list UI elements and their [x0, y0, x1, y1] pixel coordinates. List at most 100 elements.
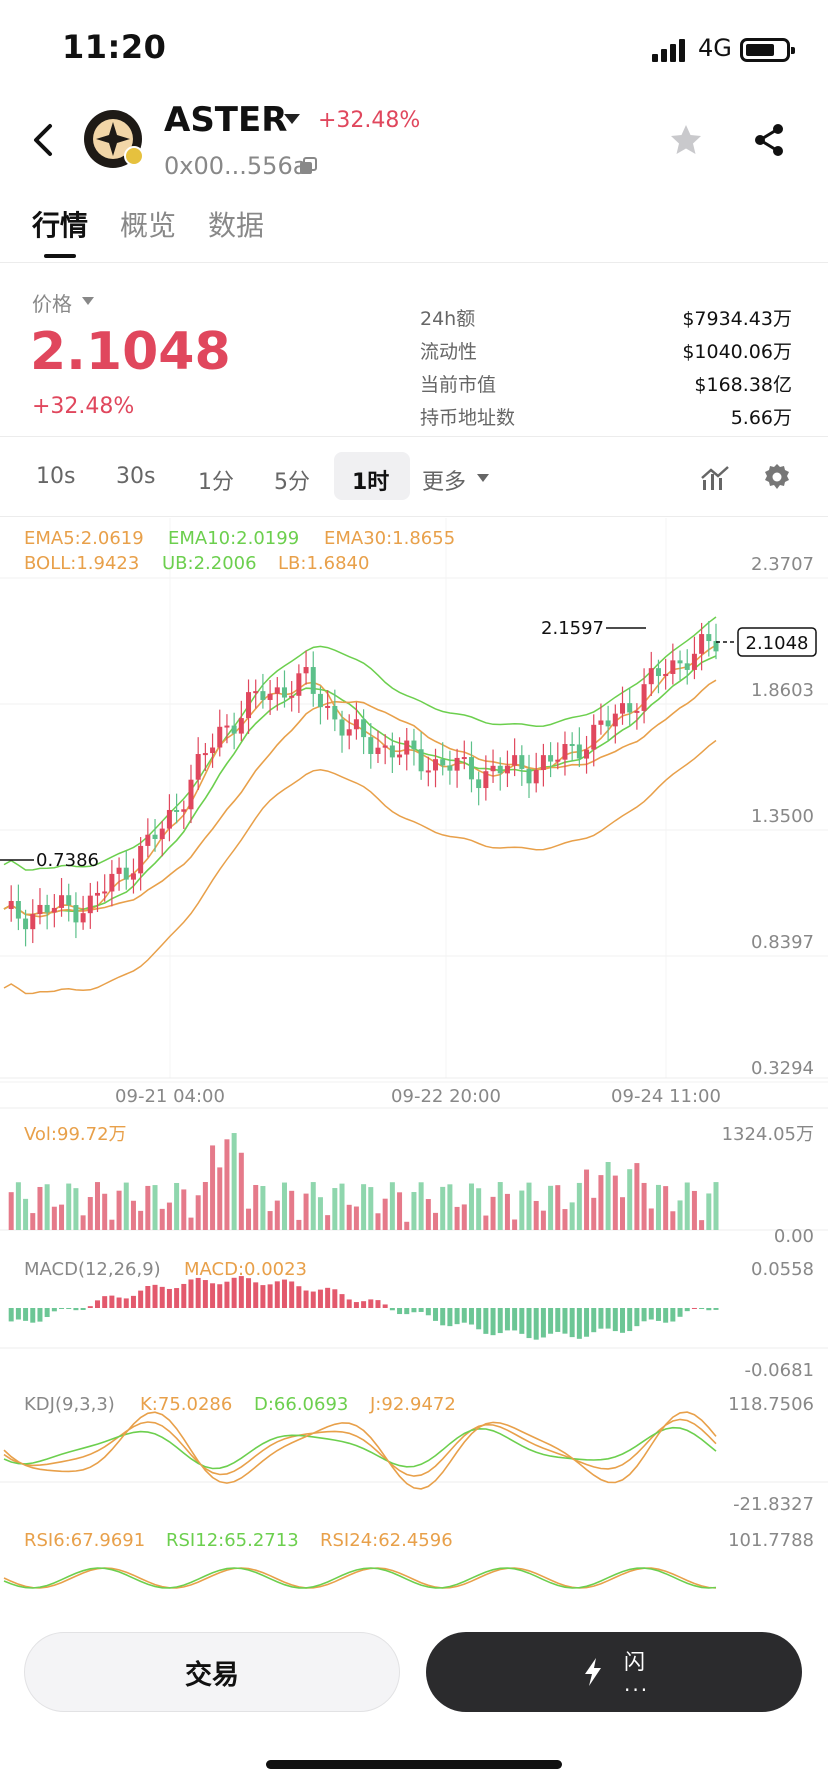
tab-data[interactable]: 数据 — [208, 209, 265, 242]
candle-body — [684, 663, 690, 670]
macd-bar — [691, 1307, 697, 1309]
x-tick: 09-22 20:00 — [391, 1086, 501, 1107]
volume-bar — [310, 1182, 316, 1230]
candle-body — [677, 660, 683, 664]
macd-bar — [368, 1299, 374, 1308]
rsi12-line — [3, 1567, 717, 1589]
aster-logo-icon — [93, 119, 133, 159]
candle-body — [317, 693, 323, 708]
candle-body — [605, 720, 611, 727]
macd-bar — [382, 1304, 388, 1308]
price-chart[interactable]: EMA5:2.0619 EMA10:2.0199 EMA30:1.8655 BO… — [0, 518, 828, 1590]
tab-market[interactable]: 行情 — [32, 209, 89, 242]
macd-bar — [253, 1282, 259, 1308]
macd-bar — [397, 1308, 403, 1315]
interval-30s[interactable]: 30s — [116, 464, 156, 489]
macd-bar — [468, 1308, 474, 1325]
candle-body — [411, 740, 417, 750]
volume-bar — [224, 1139, 230, 1230]
indicator-icon[interactable] — [700, 464, 730, 492]
volume-bar — [411, 1192, 417, 1230]
macd-bar — [562, 1308, 568, 1334]
volume-bar — [325, 1215, 331, 1230]
ema5-line — [3, 644, 717, 918]
candle-body — [102, 891, 108, 894]
volume-bar — [569, 1202, 575, 1230]
candle-body — [123, 867, 129, 880]
macd-bar — [655, 1308, 661, 1321]
volume-bar — [555, 1185, 561, 1230]
interval-more[interactable]: 更多 — [422, 470, 467, 495]
kdj-d-line — [3, 1426, 717, 1470]
back-icon[interactable] — [30, 122, 58, 158]
interval-1m[interactable]: 1分 — [198, 470, 234, 495]
kdj-d: D:66.0693 — [254, 1394, 348, 1415]
candle-body — [202, 753, 208, 756]
token-dropdown-icon[interactable] — [284, 114, 300, 124]
copy-icon[interactable] — [298, 156, 318, 176]
volume-bar — [404, 1221, 410, 1230]
interval-5m[interactable]: 5分 — [274, 470, 310, 495]
macd-bar — [598, 1308, 604, 1329]
active-tab-indicator — [44, 254, 76, 258]
volume-bar — [260, 1186, 266, 1230]
share-icon[interactable] — [752, 122, 786, 158]
candle-body — [15, 901, 21, 919]
volume-bar — [188, 1217, 194, 1230]
macd-bar — [476, 1308, 482, 1330]
macd-bar — [526, 1308, 532, 1339]
macd-bar — [404, 1308, 410, 1315]
candle-body — [145, 834, 151, 846]
volume-bar — [620, 1197, 626, 1230]
more-dropdown-icon[interactable] — [477, 474, 489, 482]
candle-body — [397, 754, 403, 758]
candle-body — [627, 703, 633, 713]
rsi6-line — [3, 1567, 717, 1589]
volume-bar — [102, 1193, 108, 1230]
interval-1h[interactable]: 1时 — [352, 470, 390, 495]
flash-trade-button[interactable] — [426, 1632, 802, 1712]
macd-bar — [274, 1281, 280, 1308]
token-name[interactable]: ASTER — [164, 100, 288, 140]
volume-bar — [159, 1208, 165, 1230]
macd-bar — [289, 1281, 295, 1308]
candle-body — [30, 914, 36, 930]
tab-overview[interactable]: 概览 — [120, 209, 177, 242]
candle-body — [210, 747, 216, 754]
price-dropdown-icon[interactable] — [82, 297, 94, 305]
candle-body — [310, 667, 316, 694]
macd-bar — [217, 1284, 223, 1308]
macd-bar — [210, 1283, 216, 1308]
volume-bar — [109, 1219, 115, 1230]
macd-bar — [612, 1308, 618, 1332]
candle-body — [490, 765, 496, 772]
macd-bar — [418, 1308, 424, 1312]
macd-bar — [325, 1287, 331, 1308]
volume-bar — [195, 1195, 201, 1230]
candle-body — [375, 747, 381, 754]
macd-bar — [152, 1284, 158, 1308]
star-icon[interactable] — [668, 122, 704, 158]
interval-10s[interactable]: 10s — [36, 464, 76, 489]
candle-body — [389, 745, 395, 758]
macd-bar — [281, 1279, 287, 1308]
volume-bar — [519, 1190, 525, 1230]
macd-bar — [519, 1308, 525, 1334]
macd-bar — [30, 1308, 36, 1323]
kdj-max: 118.7506 — [728, 1394, 814, 1415]
macd-value: MACD:0.0023 — [184, 1259, 307, 1280]
volume-bar — [605, 1162, 611, 1230]
volume-bar — [677, 1200, 683, 1230]
candle-body — [339, 719, 345, 736]
price-change: +32.48% — [32, 394, 135, 419]
settings-gear-icon[interactable] — [762, 462, 792, 492]
candle-body — [303, 667, 309, 674]
chain-badge-icon — [124, 146, 144, 166]
kdj-min: -21.8327 — [733, 1494, 814, 1515]
trade-button[interactable]: 交易 — [24, 1632, 400, 1712]
candle-body — [195, 754, 201, 780]
price-label[interactable]: 价格 — [32, 292, 72, 316]
candle-body — [246, 692, 252, 719]
volume-bar — [447, 1184, 453, 1230]
candlesticks — [8, 621, 719, 947]
